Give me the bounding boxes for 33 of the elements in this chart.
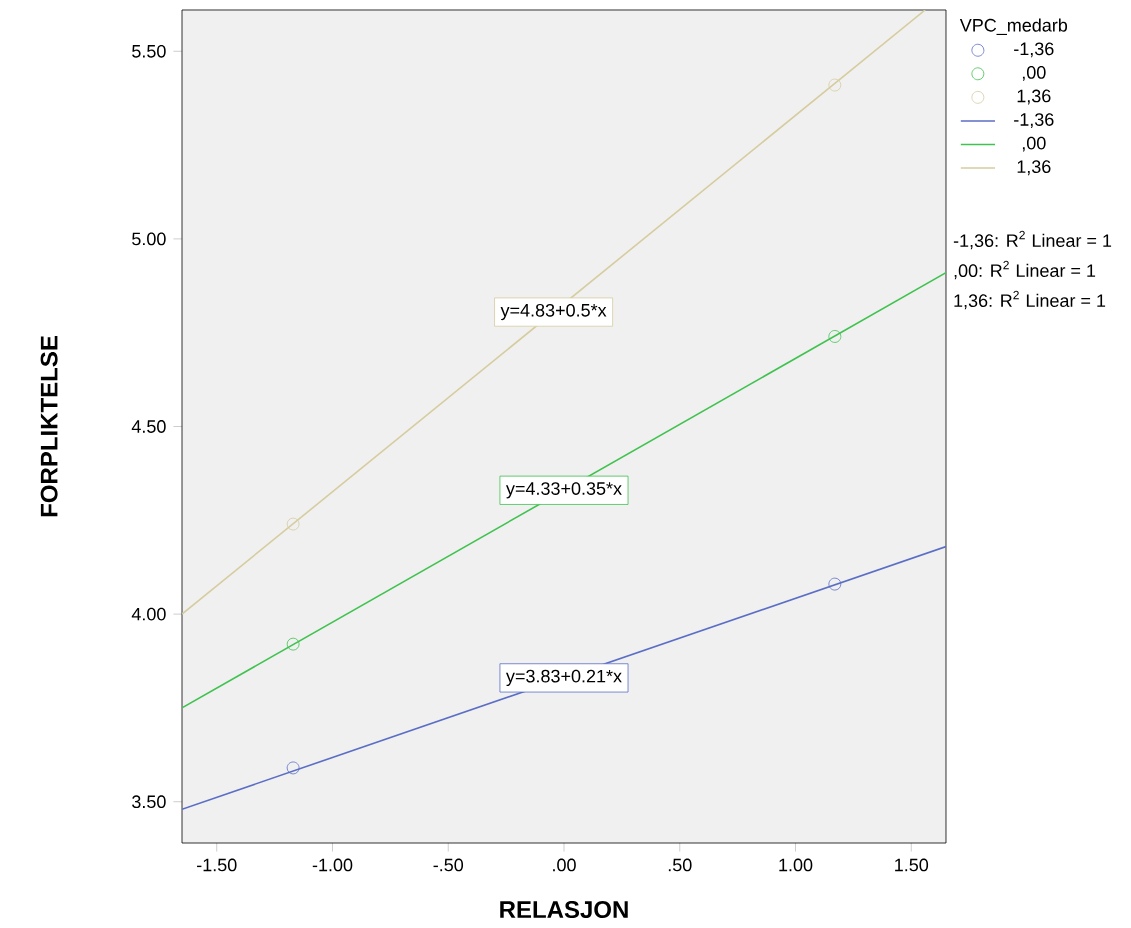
text: ,00: R$^{2}$ Linear = 1 <box>954 260 1096 280</box>
legend-label: ,00 <box>1022 66 1046 81</box>
legend-label: -1,36 <box>1014 113 1054 129</box>
point <box>828 78 842 92</box>
x-tick-label: .50 <box>668 858 692 872</box>
x-tick-label: -1.00 <box>312 858 353 872</box>
y-tick-label: 5.00 <box>132 232 166 246</box>
point <box>286 637 300 651</box>
annotation: y=4.33+0.35*x <box>505 482 622 499</box>
point <box>286 517 300 531</box>
legend-title: VPC_medarb <box>959 18 1068 36</box>
annotation: y=4.83+0.5*x <box>500 303 607 321</box>
legend-label: 1,36 <box>1017 160 1051 176</box>
point <box>286 761 300 775</box>
legend-label: ,00 <box>1022 136 1046 152</box>
y-tick-label: 4.50 <box>131 420 166 433</box>
y-axis-title: FORPLIKTELSE <box>40 336 58 517</box>
x-tick-label: -1.50 <box>197 858 237 872</box>
x-tick-label: 1.50 <box>895 858 929 872</box>
point <box>828 330 842 343</box>
x-tick-label: .00 <box>553 858 576 872</box>
y-tick-label: 3.50 <box>132 795 166 809</box>
y-tick-label: 4.00 <box>131 607 166 621</box>
annotation: y=3.83+0.21*x <box>505 669 622 687</box>
text: 1,36: R$^{2}$ Linear = 1 <box>954 290 1106 310</box>
legend-label: 1,36 <box>1017 89 1051 105</box>
x-tick-label: -.50 <box>433 858 464 872</box>
point <box>828 577 842 591</box>
x-axis-title: RELASJON <box>500 901 628 919</box>
y-tick-label: 5.50 <box>132 44 166 58</box>
x-tick-label: 1.00 <box>779 858 813 872</box>
legend-label: -1,36 <box>1014 42 1054 58</box>
text: -1,36: R$^{2}$ Linear = 1 <box>953 230 1112 250</box>
